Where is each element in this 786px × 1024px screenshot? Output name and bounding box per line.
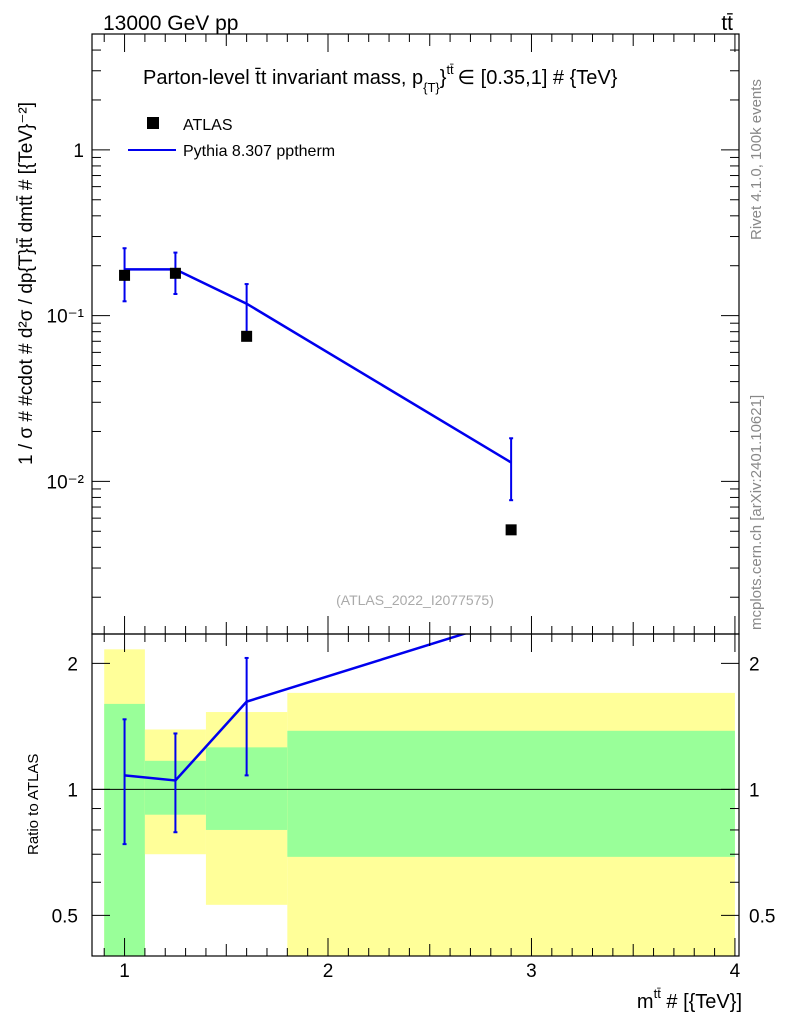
mcplots-label: mcplots.cern.ch [arXiv:2401.10621] bbox=[748, 395, 765, 630]
legend-pythia-label: Pythia 8.307 pptherm bbox=[183, 143, 335, 160]
axis-frames bbox=[91, 33, 740, 957]
ratio-bands bbox=[104, 649, 735, 956]
main-ytick-label-2: 10⁻² bbox=[47, 472, 85, 493]
ratio-pythia-line bbox=[124, 634, 468, 782]
main-ytick-label-0: 1 bbox=[73, 141, 84, 162]
ratio-ytick-label-left-0: 0.5 bbox=[52, 906, 78, 927]
band-1sigma-3 bbox=[287, 730, 735, 857]
ratio-ytick-label-left-2: 2 bbox=[67, 654, 78, 675]
ratio-frame bbox=[91, 633, 740, 957]
x-axis-label: mtt̄ # [{TeV}] bbox=[637, 986, 742, 1013]
atlas-marker-3 bbox=[505, 524, 517, 536]
atlas-marker-0 bbox=[119, 269, 131, 281]
ratio-ytick-label-right-1: 1 bbox=[749, 780, 760, 801]
legend: ATLAS Pythia 8.307 pptherm bbox=[128, 117, 335, 160]
atlas-marker-1 bbox=[169, 267, 181, 279]
xtick-label-2: 3 bbox=[526, 961, 537, 982]
xtick-label-1: 2 bbox=[323, 961, 334, 982]
rivet-label: Rivet 4.1.0, 100k events bbox=[748, 79, 765, 240]
ratio-ytick-label-right-2: 2 bbox=[749, 654, 760, 675]
analysis-watermark: (ATLAS_2022_I2077575) bbox=[336, 592, 494, 608]
ratio-ytick-label-right-0: 0.5 bbox=[749, 906, 775, 927]
ratio-y-axis-label: Ratio to ATLAS bbox=[25, 754, 42, 855]
legend-atlas-label: ATLAS bbox=[183, 117, 233, 134]
main-series bbox=[119, 247, 517, 536]
xtick-label-3: 4 bbox=[730, 961, 741, 982]
main-ytick-label-1: 10⁻¹ bbox=[47, 307, 85, 328]
xtick-label-0: 1 bbox=[119, 961, 130, 982]
energy-label: 13000 GeV pp bbox=[103, 12, 238, 35]
ratio-ytick-label-left-1: 1 bbox=[67, 780, 78, 801]
axis-ticks bbox=[92, 33, 739, 957]
tick-labels: 1 10⁻¹ 10⁻² 0.5 0.5 1 1 2 2 1 2 3 4 bbox=[47, 141, 776, 982]
main-pythia-line bbox=[124, 268, 512, 464]
ratio-series bbox=[122, 634, 468, 846]
process-label: tt̄ bbox=[721, 12, 733, 35]
main-y-axis-label: 1 / σ # #cdot # d²σ / dp{T}tt̄ dmtt̄ # [… bbox=[16, 102, 37, 465]
legend-atlas-marker bbox=[147, 117, 159, 129]
plot-title: Parton-level t̄t invariant mass, p{T}}tt… bbox=[143, 62, 618, 95]
atlas-marker-2 bbox=[241, 330, 253, 342]
